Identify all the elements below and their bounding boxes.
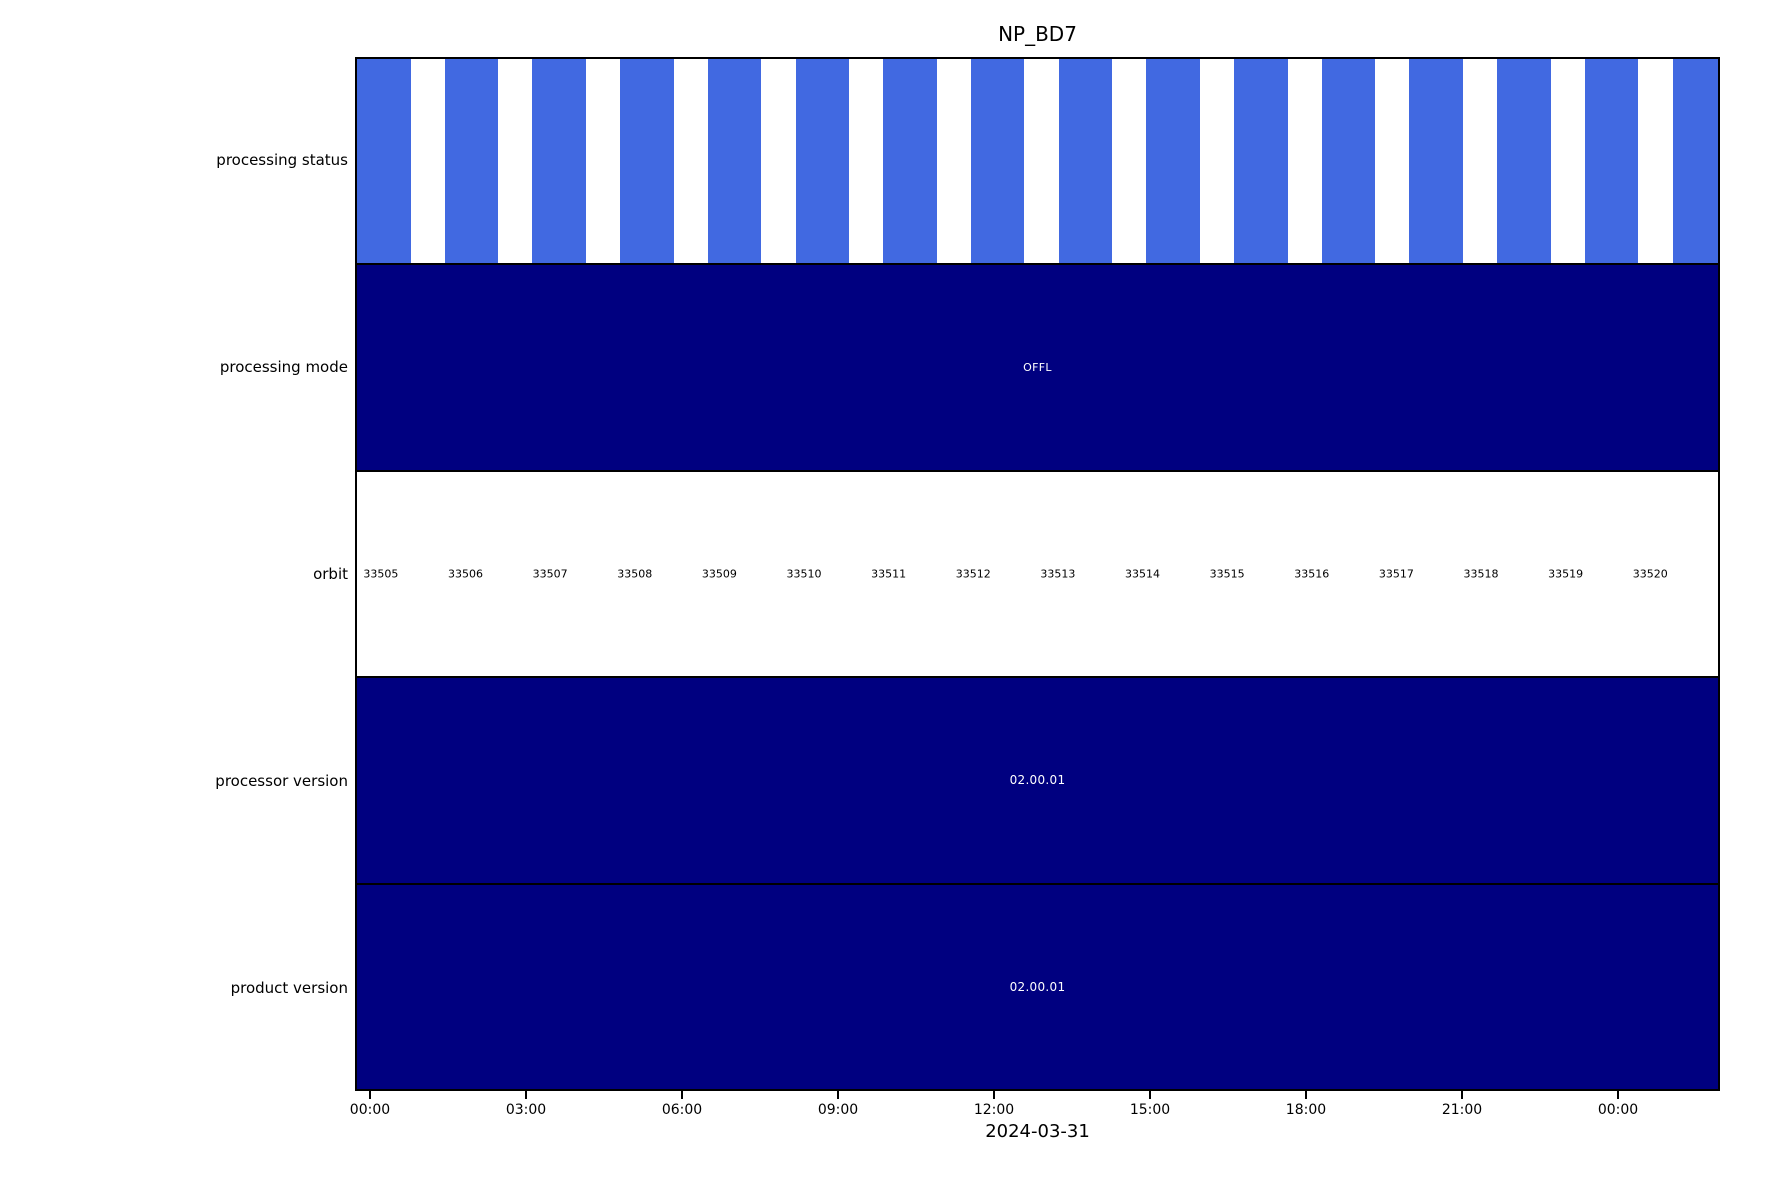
x-tick-mark [1617, 1091, 1619, 1099]
orbit-number: 33513 [1040, 567, 1076, 581]
x-tick-label: 18:00 [1285, 1102, 1327, 1118]
processing-mode-value: OFFL [1023, 361, 1052, 375]
x-tick-label: 12:00 [973, 1102, 1015, 1118]
row-labels: processing status processing mode orbit pro… [0, 0, 348, 1181]
processing-status-segment [1672, 59, 1718, 264]
processing-status-segment [1234, 59, 1288, 264]
processing-status-segment [1409, 59, 1463, 264]
row-label-orbit: orbit [313, 565, 348, 583]
orbit-number: 33516 [1294, 567, 1330, 581]
orbit-number: 33508 [617, 567, 653, 581]
x-tick-label: 03:00 [505, 1102, 547, 1118]
row-processing-mode: OFFL [357, 263, 1718, 470]
product-version-value: 02.00.01 [1009, 979, 1066, 994]
row-processor-version: 02.00.01 [357, 676, 1718, 883]
x-tick-mark [525, 1091, 527, 1099]
row-label-product-version: product version [230, 978, 348, 997]
processing-status-segment [1058, 59, 1113, 264]
x-tick-label: 09:00 [817, 1102, 859, 1118]
orbit-number: 33510 [786, 567, 822, 581]
orbit-number: 33511 [871, 567, 907, 581]
x-tick-label: 00:00 [1597, 1102, 1639, 1118]
orbit-number: 33507 [532, 567, 568, 581]
processing-status-segment [620, 59, 674, 264]
processing-status-segment [532, 59, 586, 264]
orbit-number: 33519 [1548, 567, 1584, 581]
orbit-number: 33518 [1463, 567, 1499, 581]
processing-status-segment [795, 59, 849, 264]
processing-status-segment [1497, 59, 1551, 264]
row-product-version: 02.00.01 [357, 882, 1718, 1090]
orbit-number: 33505 [363, 567, 399, 581]
orbit-number: 33515 [1209, 567, 1245, 581]
processing-status-segment [444, 59, 499, 264]
row-processing-status [357, 59, 1718, 264]
row-label-processing-mode: processing mode [219, 358, 348, 377]
orbit-number: 33520 [1632, 567, 1668, 581]
processing-status-segment [1584, 59, 1639, 264]
x-axis-date-label: 2024-03-31 [985, 1121, 1090, 1142]
x-tick-mark [1149, 1091, 1151, 1099]
processing-status-segment [1146, 59, 1200, 264]
plot-area: OFFL 33505 33506 33507 33508 33509 33510 33511… [355, 57, 1720, 1091]
orbit-number: 33509 [701, 567, 737, 581]
processing-status-segment [883, 59, 937, 264]
x-tick-mark [681, 1091, 683, 1099]
x-tick-mark [1304, 1091, 1307, 1099]
x-tick-mark [1461, 1091, 1463, 1099]
orbit-number: 33514 [1125, 567, 1161, 581]
orbit-number: 33512 [955, 567, 991, 581]
x-tick-label: 00:00 [349, 1102, 391, 1118]
orbit-number: 33517 [1378, 567, 1414, 581]
processor-version-value: 02.00.01 [1009, 773, 1066, 788]
processing-status-segment [1321, 59, 1376, 264]
x-tick-label: 06:00 [661, 1102, 703, 1118]
processing-status-segment [357, 59, 411, 264]
row-orbit: 33505 33506 33507 33508 33509 33510 33511 33512… [357, 469, 1718, 676]
x-axis: 00:00 03:00 06:00 09:00 12:00 15:00 18:00 21:00… [350, 1091, 1720, 1151]
row-label-processing-status: processing status [216, 151, 348, 170]
x-tick-mark [993, 1091, 995, 1099]
x-tick-mark [368, 1091, 371, 1099]
processing-status-segment [707, 59, 762, 264]
x-tick-mark [837, 1091, 839, 1099]
x-tick-label: 21:00 [1441, 1102, 1483, 1118]
row-label-processor-version: processor version [215, 771, 348, 790]
orbit-number: 33506 [448, 567, 484, 581]
chart-title: NP_BD7 [998, 22, 1077, 46]
processing-status-segment [970, 59, 1025, 264]
x-tick-label: 15:00 [1129, 1102, 1171, 1118]
